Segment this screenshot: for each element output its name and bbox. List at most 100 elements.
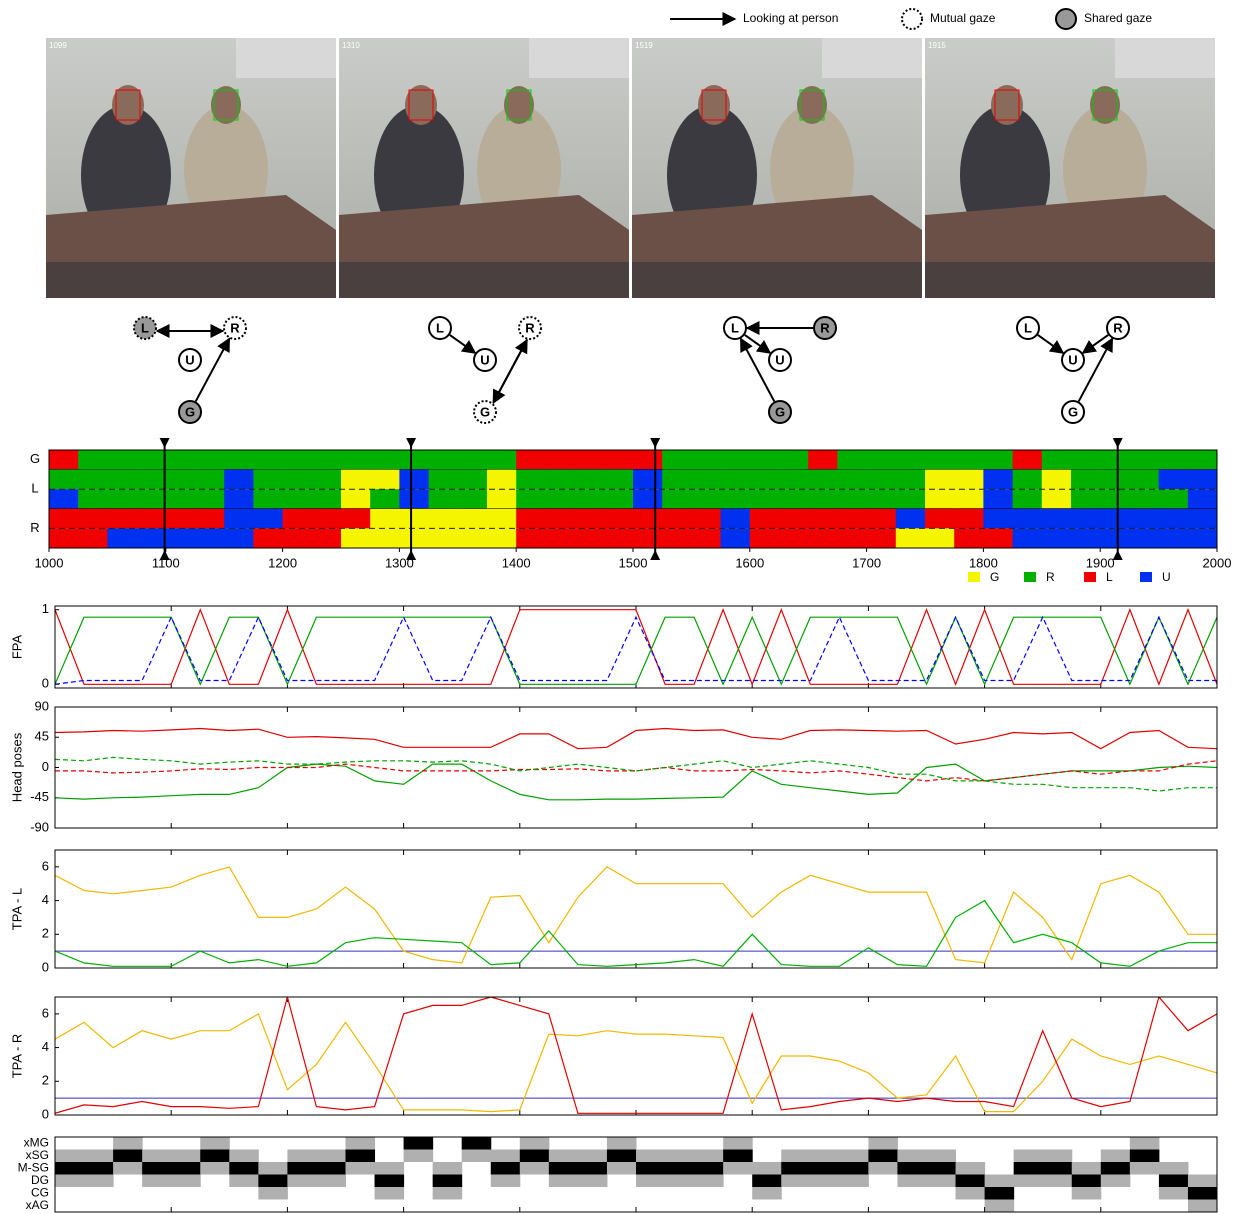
state-segment [574, 489, 605, 509]
gaze-arrow [1081, 334, 1109, 354]
state-segment [749, 450, 780, 470]
plot-frame [54, 605, 1218, 689]
node-label: G [480, 404, 490, 419]
state-segment [720, 469, 751, 490]
state-halo [432, 1187, 463, 1200]
state-segment [457, 489, 488, 509]
state-segment [925, 469, 955, 490]
state-segment [195, 450, 225, 470]
gaze-node [428, 316, 452, 340]
state-segment [311, 528, 342, 548]
state-cell [374, 1174, 405, 1187]
floor [925, 262, 1215, 298]
chart-line: -90 -45 0 45 90 Head poses [9, 698, 1218, 834]
state-cell [606, 1149, 637, 1162]
state-segment [1071, 489, 1101, 509]
state-segment [779, 469, 809, 490]
row-label: L [31, 481, 38, 496]
state-halo [1100, 1174, 1131, 1187]
legend-swatch [1024, 572, 1036, 582]
y-tick-label: 0 [42, 676, 49, 691]
state-segment [866, 489, 897, 509]
state-halo [723, 1137, 753, 1150]
state-segment [574, 508, 605, 529]
state-cell [519, 1149, 550, 1162]
state-segment [1158, 508, 1189, 529]
gaze-node [133, 316, 157, 340]
state-segment [574, 469, 605, 490]
legend-swatch [1140, 572, 1152, 582]
state-halo [1158, 1187, 1189, 1200]
state-halo [1129, 1137, 1160, 1150]
floor [46, 262, 336, 298]
state-halo [606, 1137, 637, 1150]
node-label: R [525, 320, 535, 335]
state-segment [633, 508, 663, 529]
state-segment [107, 489, 138, 509]
y-tick-label: 0 [42, 1106, 49, 1121]
state-segment [662, 489, 692, 509]
y-tick-label: 6 [42, 1005, 49, 1020]
face-box [1092, 89, 1118, 121]
state-segment [78, 489, 108, 509]
state-segment [983, 528, 1014, 548]
state-segment [808, 508, 838, 529]
x-tick-label: 1500 [619, 555, 648, 570]
state-segment [516, 508, 546, 529]
state-cell [636, 1162, 666, 1175]
state-segment [165, 508, 196, 529]
state-segment [837, 528, 868, 548]
node-label: R [230, 320, 240, 335]
row-label: xMG [24, 1135, 49, 1149]
state-halo [200, 1162, 230, 1175]
state-halo [781, 1149, 811, 1162]
row-label: R [30, 520, 39, 535]
state-segment [341, 508, 371, 529]
state-segment [1187, 508, 1218, 529]
state-cell [781, 1162, 811, 1175]
state-segment [1012, 469, 1043, 490]
state-segment [1071, 469, 1101, 490]
frame-poster [529, 38, 629, 78]
node-label: U [480, 352, 489, 367]
state-halo [984, 1199, 1015, 1212]
state-segment [282, 489, 313, 509]
state-segment [428, 469, 459, 490]
state-segment [545, 528, 576, 548]
gaze-node [178, 400, 202, 424]
state-segment [720, 450, 751, 470]
state-cell [1071, 1174, 1102, 1187]
state-halo [548, 1149, 579, 1162]
plot-frame [54, 849, 1218, 969]
floor [632, 262, 922, 298]
state-cell [1100, 1162, 1131, 1175]
state-cell [955, 1174, 986, 1187]
state-segment [749, 508, 780, 529]
state-segment [983, 469, 1014, 490]
state-segment [1071, 450, 1101, 470]
gaze-arrow [492, 339, 528, 405]
state-cell [171, 1162, 201, 1175]
state-segment [428, 450, 459, 470]
state-halo [839, 1149, 869, 1162]
state-halo [1158, 1162, 1189, 1175]
state-cell [1187, 1187, 1218, 1200]
state-segment [837, 450, 868, 470]
state-segment [1100, 469, 1130, 490]
plot-frame [54, 1136, 1218, 1213]
state-halo [1071, 1187, 1102, 1200]
legend-mutual [901, 8, 923, 30]
frame-number: 1099 [49, 41, 67, 50]
state-segment [487, 489, 517, 509]
state-segment [633, 469, 663, 490]
state-segment [1041, 508, 1072, 529]
state-segment [837, 469, 868, 490]
face-box [799, 89, 825, 121]
state-cell [84, 1162, 114, 1175]
state-halo [519, 1162, 550, 1175]
gaze-arrow [449, 334, 477, 354]
state-segment [136, 469, 167, 490]
face-box [701, 89, 727, 121]
y-tick-label: 1 [42, 601, 49, 616]
